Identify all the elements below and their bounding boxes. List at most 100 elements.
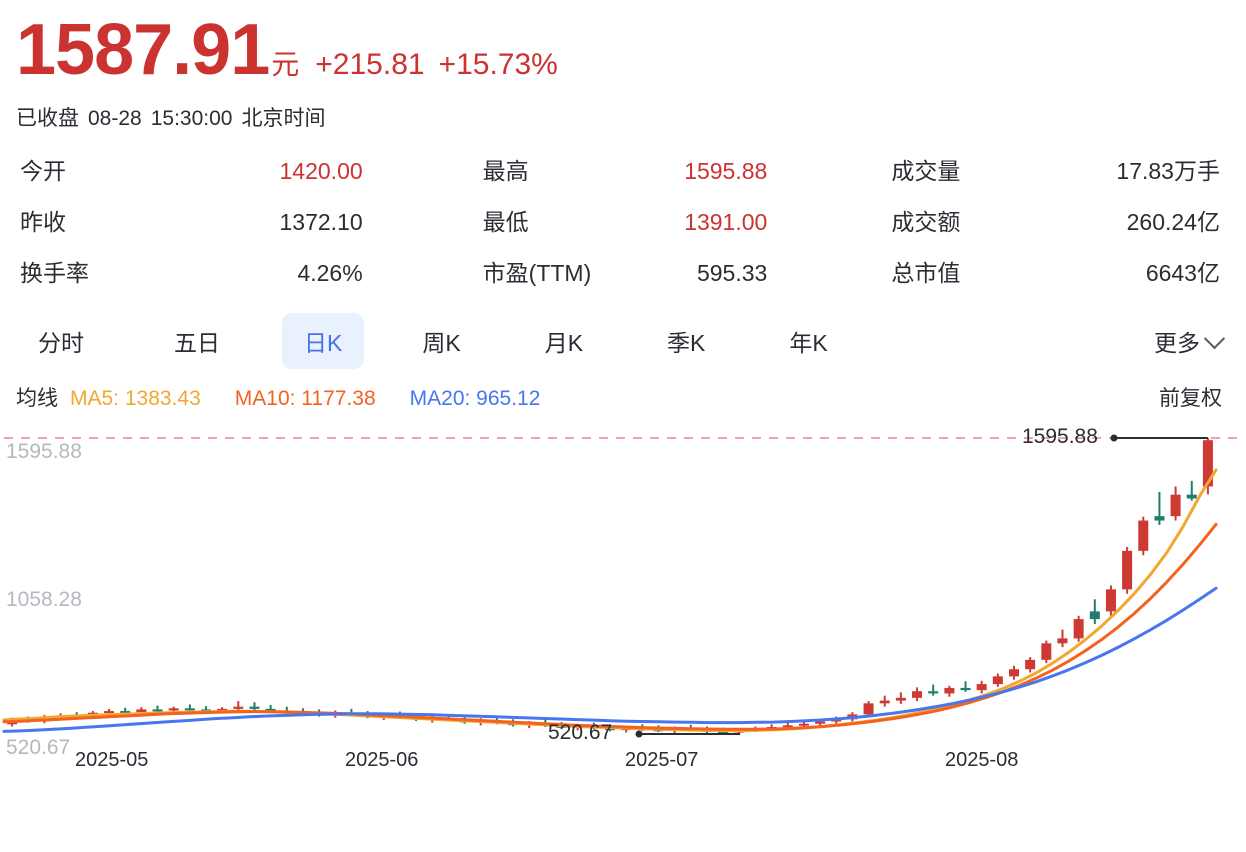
y-axis-tick-label: 1058.28 bbox=[6, 587, 82, 611]
candle-body bbox=[782, 725, 793, 728]
candle-body bbox=[184, 708, 195, 711]
quote-date: 08-28 bbox=[88, 107, 142, 130]
stat-label: 换手率 bbox=[20, 260, 89, 286]
chart-period-tabs: 分时 五日 日K 周K 月K 季K 年K 更多 bbox=[0, 313, 1246, 369]
candle-body bbox=[1122, 550, 1133, 590]
candle-body bbox=[976, 684, 987, 691]
stat-cell: 换手率 4.26% bbox=[16, 254, 421, 288]
stat-cell: 最高 1595.88 bbox=[421, 152, 826, 186]
ma-legend-item: MA10: 1177.38 bbox=[234, 387, 376, 410]
tab-季K[interactable]: 季K bbox=[667, 330, 706, 356]
stat-cell: 成交额 260.24亿 bbox=[825, 203, 1230, 237]
market-status-line: 已收盘 08-28 15:30:00 北京时间 bbox=[16, 102, 1230, 132]
candlestick-chart[interactable]: 1595.88 1058.28 520.67 2025-05 2025-06 2025-0… bbox=[0, 424, 1246, 776]
x-axis-tick-label: 2025-07 bbox=[625, 749, 699, 771]
candle-body bbox=[960, 687, 971, 691]
stat-value: 17.83万手 bbox=[1116, 158, 1220, 184]
candle-body bbox=[217, 708, 228, 712]
stat-value: 1595.88 bbox=[684, 158, 768, 184]
candle-body bbox=[879, 700, 890, 704]
stat-value: 1391.00 bbox=[684, 209, 768, 235]
candle-body bbox=[120, 711, 131, 714]
tab-日K[interactable]: 日K bbox=[282, 313, 365, 369]
stat-cell: 最低 1391.00 bbox=[421, 203, 826, 237]
ma-legend-item: MA5: 1383.43 bbox=[70, 387, 201, 410]
candle-body bbox=[815, 721, 826, 724]
price-change-absolute: +215.81 bbox=[315, 48, 425, 81]
stat-label: 最高 bbox=[482, 158, 529, 184]
candle-body bbox=[1025, 659, 1036, 670]
stat-cell: 成交量 17.83万手 bbox=[825, 152, 1230, 186]
low-marker-dot bbox=[635, 730, 643, 738]
price-change-percent: +15.73% bbox=[438, 48, 558, 81]
x-axis-tick-label: 2025-06 bbox=[345, 749, 419, 771]
candle-body bbox=[1186, 494, 1197, 499]
tab-年K[interactable]: 年K bbox=[789, 330, 828, 356]
candle-body bbox=[718, 731, 729, 734]
candle-body bbox=[1138, 520, 1149, 551]
stat-label: 最低 bbox=[482, 209, 529, 235]
ma-line-MA20 bbox=[2, 586, 1218, 733]
stat-value: 1372.10 bbox=[279, 209, 363, 235]
candle-body bbox=[1105, 589, 1116, 612]
price-currency-unit: 元 bbox=[271, 49, 300, 80]
price-row: 1587.91 元 +215.81 +15.73% bbox=[16, 14, 1230, 86]
price-adjustment-label[interactable]: 前复权 bbox=[1159, 387, 1222, 410]
candle-body bbox=[928, 691, 939, 694]
quote-time: 15:30:00 bbox=[150, 107, 233, 130]
stat-value: 4.26% bbox=[297, 260, 363, 286]
high-marker-dot bbox=[1110, 434, 1118, 442]
chevron-down-icon bbox=[1203, 327, 1226, 349]
stat-label: 今开 bbox=[20, 158, 66, 184]
high-price-marker-label: 1595.88 bbox=[1022, 425, 1098, 448]
candle-body bbox=[136, 709, 147, 713]
candle-body bbox=[1089, 611, 1100, 620]
candle-body bbox=[944, 687, 955, 694]
stat-label: 市盈(TTM) bbox=[482, 260, 592, 286]
candle-body bbox=[265, 708, 276, 711]
candle-body bbox=[1170, 494, 1181, 517]
ma-line-MA10 bbox=[2, 522, 1218, 731]
quote-timezone: 北京时间 bbox=[241, 107, 326, 130]
stat-value: 595.33 bbox=[696, 260, 768, 286]
candle-body bbox=[1008, 669, 1020, 677]
candle-body bbox=[912, 691, 923, 698]
candle-body bbox=[895, 697, 906, 701]
candle-body bbox=[1057, 638, 1068, 644]
stat-value: 6643亿 bbox=[1145, 260, 1220, 286]
low-price-marker-label: 520.67 bbox=[548, 721, 613, 744]
stat-cell: 今开 1420.00 bbox=[16, 152, 421, 186]
tab-月K[interactable]: 月K bbox=[544, 330, 584, 356]
quote-stats-grid: 今开 1420.00 最高 1595.88 成交量 17.83万手昨收 1372.10 最低 1… bbox=[0, 152, 1246, 288]
ma-legend-title: 均线 bbox=[16, 387, 58, 410]
candle-body bbox=[168, 708, 179, 711]
candle-body bbox=[1041, 643, 1052, 660]
candle-body bbox=[1202, 440, 1213, 487]
stat-label: 成交量 bbox=[891, 158, 961, 184]
candle-body bbox=[604, 728, 616, 731]
candle-body bbox=[249, 706, 260, 709]
candle-body bbox=[233, 706, 244, 709]
candle-body bbox=[1073, 619, 1084, 639]
tab-周K[interactable]: 周K bbox=[422, 330, 461, 356]
stat-cell: 昨收 1372.10 bbox=[16, 203, 421, 237]
y-axis-tick-label: 1595.88 bbox=[6, 440, 82, 463]
chart-canvas[interactable] bbox=[0, 424, 1246, 776]
more-periods-button[interactable]: 更多 bbox=[1154, 324, 1230, 358]
candle-body bbox=[1154, 516, 1165, 521]
stat-value: 1420.00 bbox=[279, 158, 363, 184]
price-header: 1587.91 元 +215.81 +15.73% 已收盘 08-28 15:3… bbox=[0, 0, 1246, 132]
x-axis-tick-label: 2025-08 bbox=[945, 749, 1019, 771]
market-status: 已收盘 bbox=[16, 107, 79, 130]
x-axis-tick-label: 2025-05 bbox=[75, 749, 149, 771]
candle-body bbox=[992, 676, 1003, 685]
y-axis-tick-label: 520.67 bbox=[6, 736, 71, 759]
tab-五日[interactable]: 五日 bbox=[174, 330, 220, 356]
candle-body bbox=[863, 703, 874, 715]
ma-line-MA5 bbox=[2, 468, 1218, 733]
tab-分时[interactable]: 分时 bbox=[38, 330, 84, 356]
stat-label: 成交额 bbox=[891, 209, 961, 235]
stat-label: 总市值 bbox=[891, 260, 961, 286]
ma-legend-item: MA20: 965.12 bbox=[409, 387, 541, 410]
more-periods-label: 更多 bbox=[1154, 330, 1200, 356]
